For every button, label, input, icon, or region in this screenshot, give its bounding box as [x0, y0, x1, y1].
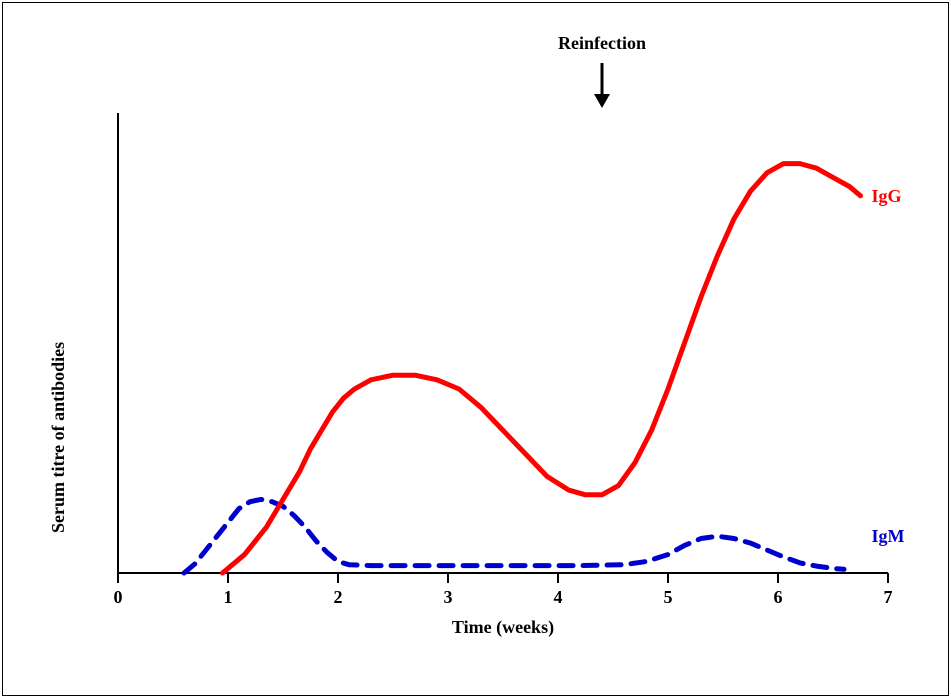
x-tick-label: 5: [664, 587, 673, 608]
x-tick-label: 1: [224, 587, 233, 608]
annotation-reinfection: Reinfection: [558, 33, 646, 54]
x-ticks: [118, 573, 888, 583]
x-tick-label: 4: [554, 587, 563, 608]
series-label-igg: IgG: [872, 186, 902, 207]
series-igm: [184, 499, 844, 573]
x-tick-label: 7: [884, 587, 893, 608]
x-tick-label: 2: [334, 587, 343, 608]
annotation-arrow: [594, 63, 610, 108]
x-tick-label: 3: [444, 587, 453, 608]
x-tick-label: 6: [774, 587, 783, 608]
arrow-head: [594, 94, 610, 108]
series-igg: [223, 164, 861, 573]
chart-frame: Reinfection IgG IgM 0 1 2 3 4 5 6 7 Time (weeks…: [2, 2, 949, 696]
x-axis-label: Time (weeks): [452, 617, 554, 638]
x-tick-label: 0: [114, 587, 123, 608]
series-label-igm: IgM: [872, 526, 905, 547]
y-axis-label: Serum titre of antibodies: [48, 342, 69, 533]
chart-svg: [3, 3, 950, 697]
axes: [118, 113, 888, 573]
series-group: [184, 164, 861, 573]
